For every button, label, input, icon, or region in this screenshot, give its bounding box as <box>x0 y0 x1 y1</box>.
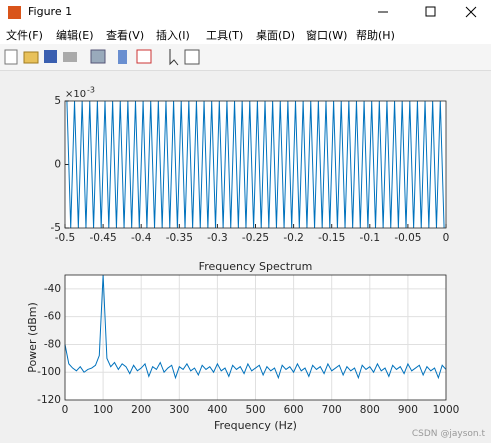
x-tick-label: 0 <box>443 232 450 244</box>
x-tick-label: -0.2 <box>283 232 304 244</box>
toolbar <box>0 44 491 71</box>
x-tick-label: 100 <box>93 404 113 416</box>
x-tick-label: -0.35 <box>166 232 193 244</box>
window-title: Figure 1 <box>28 5 73 18</box>
watermark: CSDN @jayson.t <box>411 429 485 439</box>
data-line <box>66 100 445 229</box>
data-line <box>64 274 447 380</box>
property-icon[interactable] <box>184 49 200 65</box>
y-multiplier-exponent: -3 <box>87 86 95 95</box>
y-tick-label: -40 <box>44 283 61 295</box>
y-tick-label: 5 <box>54 95 61 107</box>
x-tick-label: 0 <box>62 404 69 416</box>
pointer-icon[interactable] <box>169 49 179 66</box>
menu-item[interactable]: 查看(V) <box>106 29 145 42</box>
menu-item[interactable]: 窗口(W) <box>306 29 348 42</box>
menu-bar: 文件(F) 编辑(E) 查看(V) 插入(I) 工具(T) 桌面(D) 窗口(W) 帮助(H) <box>0 24 491 44</box>
x-tick-label: -0.1 <box>360 232 381 244</box>
open-icon[interactable] <box>23 51 39 64</box>
y-tick-label: -120 <box>37 394 61 406</box>
x-tick-label: 900 <box>398 404 418 416</box>
y-tick-label: -100 <box>37 366 61 378</box>
figure: -0.5 -0.45 -0.4 -0.35 -0.3 -0.25 -0.2 -0.15 -0.1… <box>26 86 460 433</box>
x-tick-label: 400 <box>207 404 227 416</box>
chart-title: Frequency Spectrum <box>199 260 313 273</box>
y-multiplier: ×10 <box>65 89 86 100</box>
x-tick-label: -0.5 <box>55 232 76 244</box>
close[interactable] <box>465 6 477 18</box>
x-axis-label: Frequency (Hz) <box>214 419 297 432</box>
new-icon[interactable] <box>4 49 18 65</box>
axes-box <box>64 100 447 229</box>
toolbar-icons <box>4 49 200 66</box>
print-icon[interactable] <box>63 52 77 62</box>
x-tick-label: 500 <box>245 404 265 416</box>
x-tick-label: 1000 <box>433 404 460 416</box>
y-tick-label: -5 <box>51 222 61 234</box>
save-icon[interactable] <box>44 50 57 63</box>
title-icons <box>8 6 477 19</box>
legend-icon[interactable] <box>136 49 152 64</box>
x-tick-label: -0.15 <box>318 232 345 244</box>
y-tick-label: -60 <box>44 311 61 323</box>
x-tick-label: -0.45 <box>90 232 117 244</box>
x-tick-label: 700 <box>322 404 342 416</box>
x-tick-label: -0.4 <box>131 232 152 244</box>
menu-item[interactable]: 插入(I) <box>156 29 190 42</box>
axes-box <box>64 274 447 401</box>
y-axis-label: Power (dBm) <box>26 302 39 373</box>
title-bar: Figure 1 <box>0 0 491 24</box>
x-tick-label: -0.25 <box>242 232 269 244</box>
x-tick-label: -0.05 <box>394 232 421 244</box>
menu-item[interactable]: 帮助(H) <box>356 29 395 42</box>
x-tick-label: 800 <box>360 404 380 416</box>
y-tick-label: 0 <box>54 159 61 171</box>
menu-item[interactable]: 文件(F) <box>6 29 43 42</box>
x-tick-label: 200 <box>131 404 151 416</box>
colorbar-icon[interactable] <box>118 50 127 64</box>
menu-item[interactable]: 工具(T) <box>206 29 244 42</box>
x-tick-label: -0.3 <box>207 232 228 244</box>
y-tick-label: -80 <box>44 338 61 350</box>
app-icon <box>8 6 21 19</box>
x-tick-label: 300 <box>169 404 189 416</box>
menu-item[interactable]: 桌面(D) <box>256 29 296 42</box>
menu-item[interactable]: 编辑(E) <box>56 29 94 42</box>
x-tick-label: 600 <box>284 404 304 416</box>
link-icon[interactable] <box>90 49 106 64</box>
maximize[interactable] <box>425 6 436 17</box>
